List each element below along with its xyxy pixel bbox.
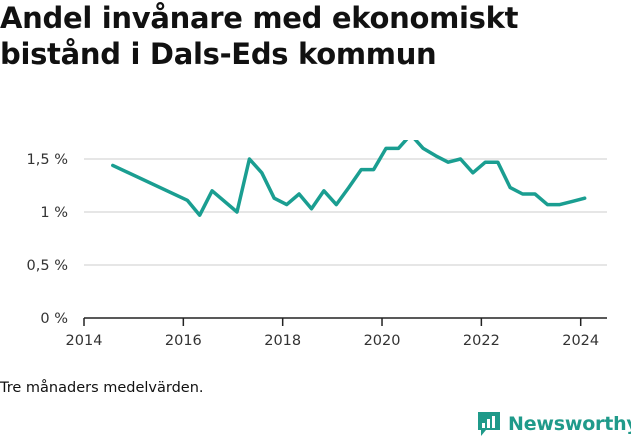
chart-title-line-1: Andel invånare med ekonomiskt — [0, 1, 519, 35]
y-tick-label: 0 % — [40, 311, 68, 327]
newsworthy-logo: Newsworthy — [476, 409, 631, 439]
series-layer — [111, 140, 587, 217]
footnote: Tre månaders medelvärden. — [0, 380, 204, 396]
x-tick-label: 2018 — [264, 333, 301, 349]
x-tick-label: 2020 — [364, 333, 401, 349]
y-tick-label: 1 % — [40, 205, 68, 221]
x-tick-label: 2024 — [562, 333, 599, 349]
y-tick-label: 1,5 % — [27, 152, 68, 168]
line-chart: 2014 2016 2018 2020 2022 2024 0 % 0,5 % 1 % 1,5 … — [27, 140, 607, 349]
newsworthy-logo-icon — [478, 412, 500, 436]
y-tick-label: 0,5 % — [27, 258, 68, 274]
series-line — [111, 140, 587, 217]
x-tick-label: 2016 — [165, 333, 202, 349]
y-axis-labels: 0 % 0,5 % 1 % 1,5 % — [27, 152, 68, 327]
grid-lines — [84, 158, 607, 266]
chart-title: Andel invånare med ekonomiskt bistånd i … — [0, 0, 625, 72]
x-axis: 2014 2016 2018 2020 2022 2024 — [66, 317, 607, 349]
x-tick-label: 2022 — [463, 333, 500, 349]
x-tick-label: 2014 — [66, 333, 103, 349]
chart-title-line-2: bistånd i Dals-Eds kommun — [0, 37, 437, 71]
newsworthy-logo-text: Newsworthy — [508, 413, 631, 435]
